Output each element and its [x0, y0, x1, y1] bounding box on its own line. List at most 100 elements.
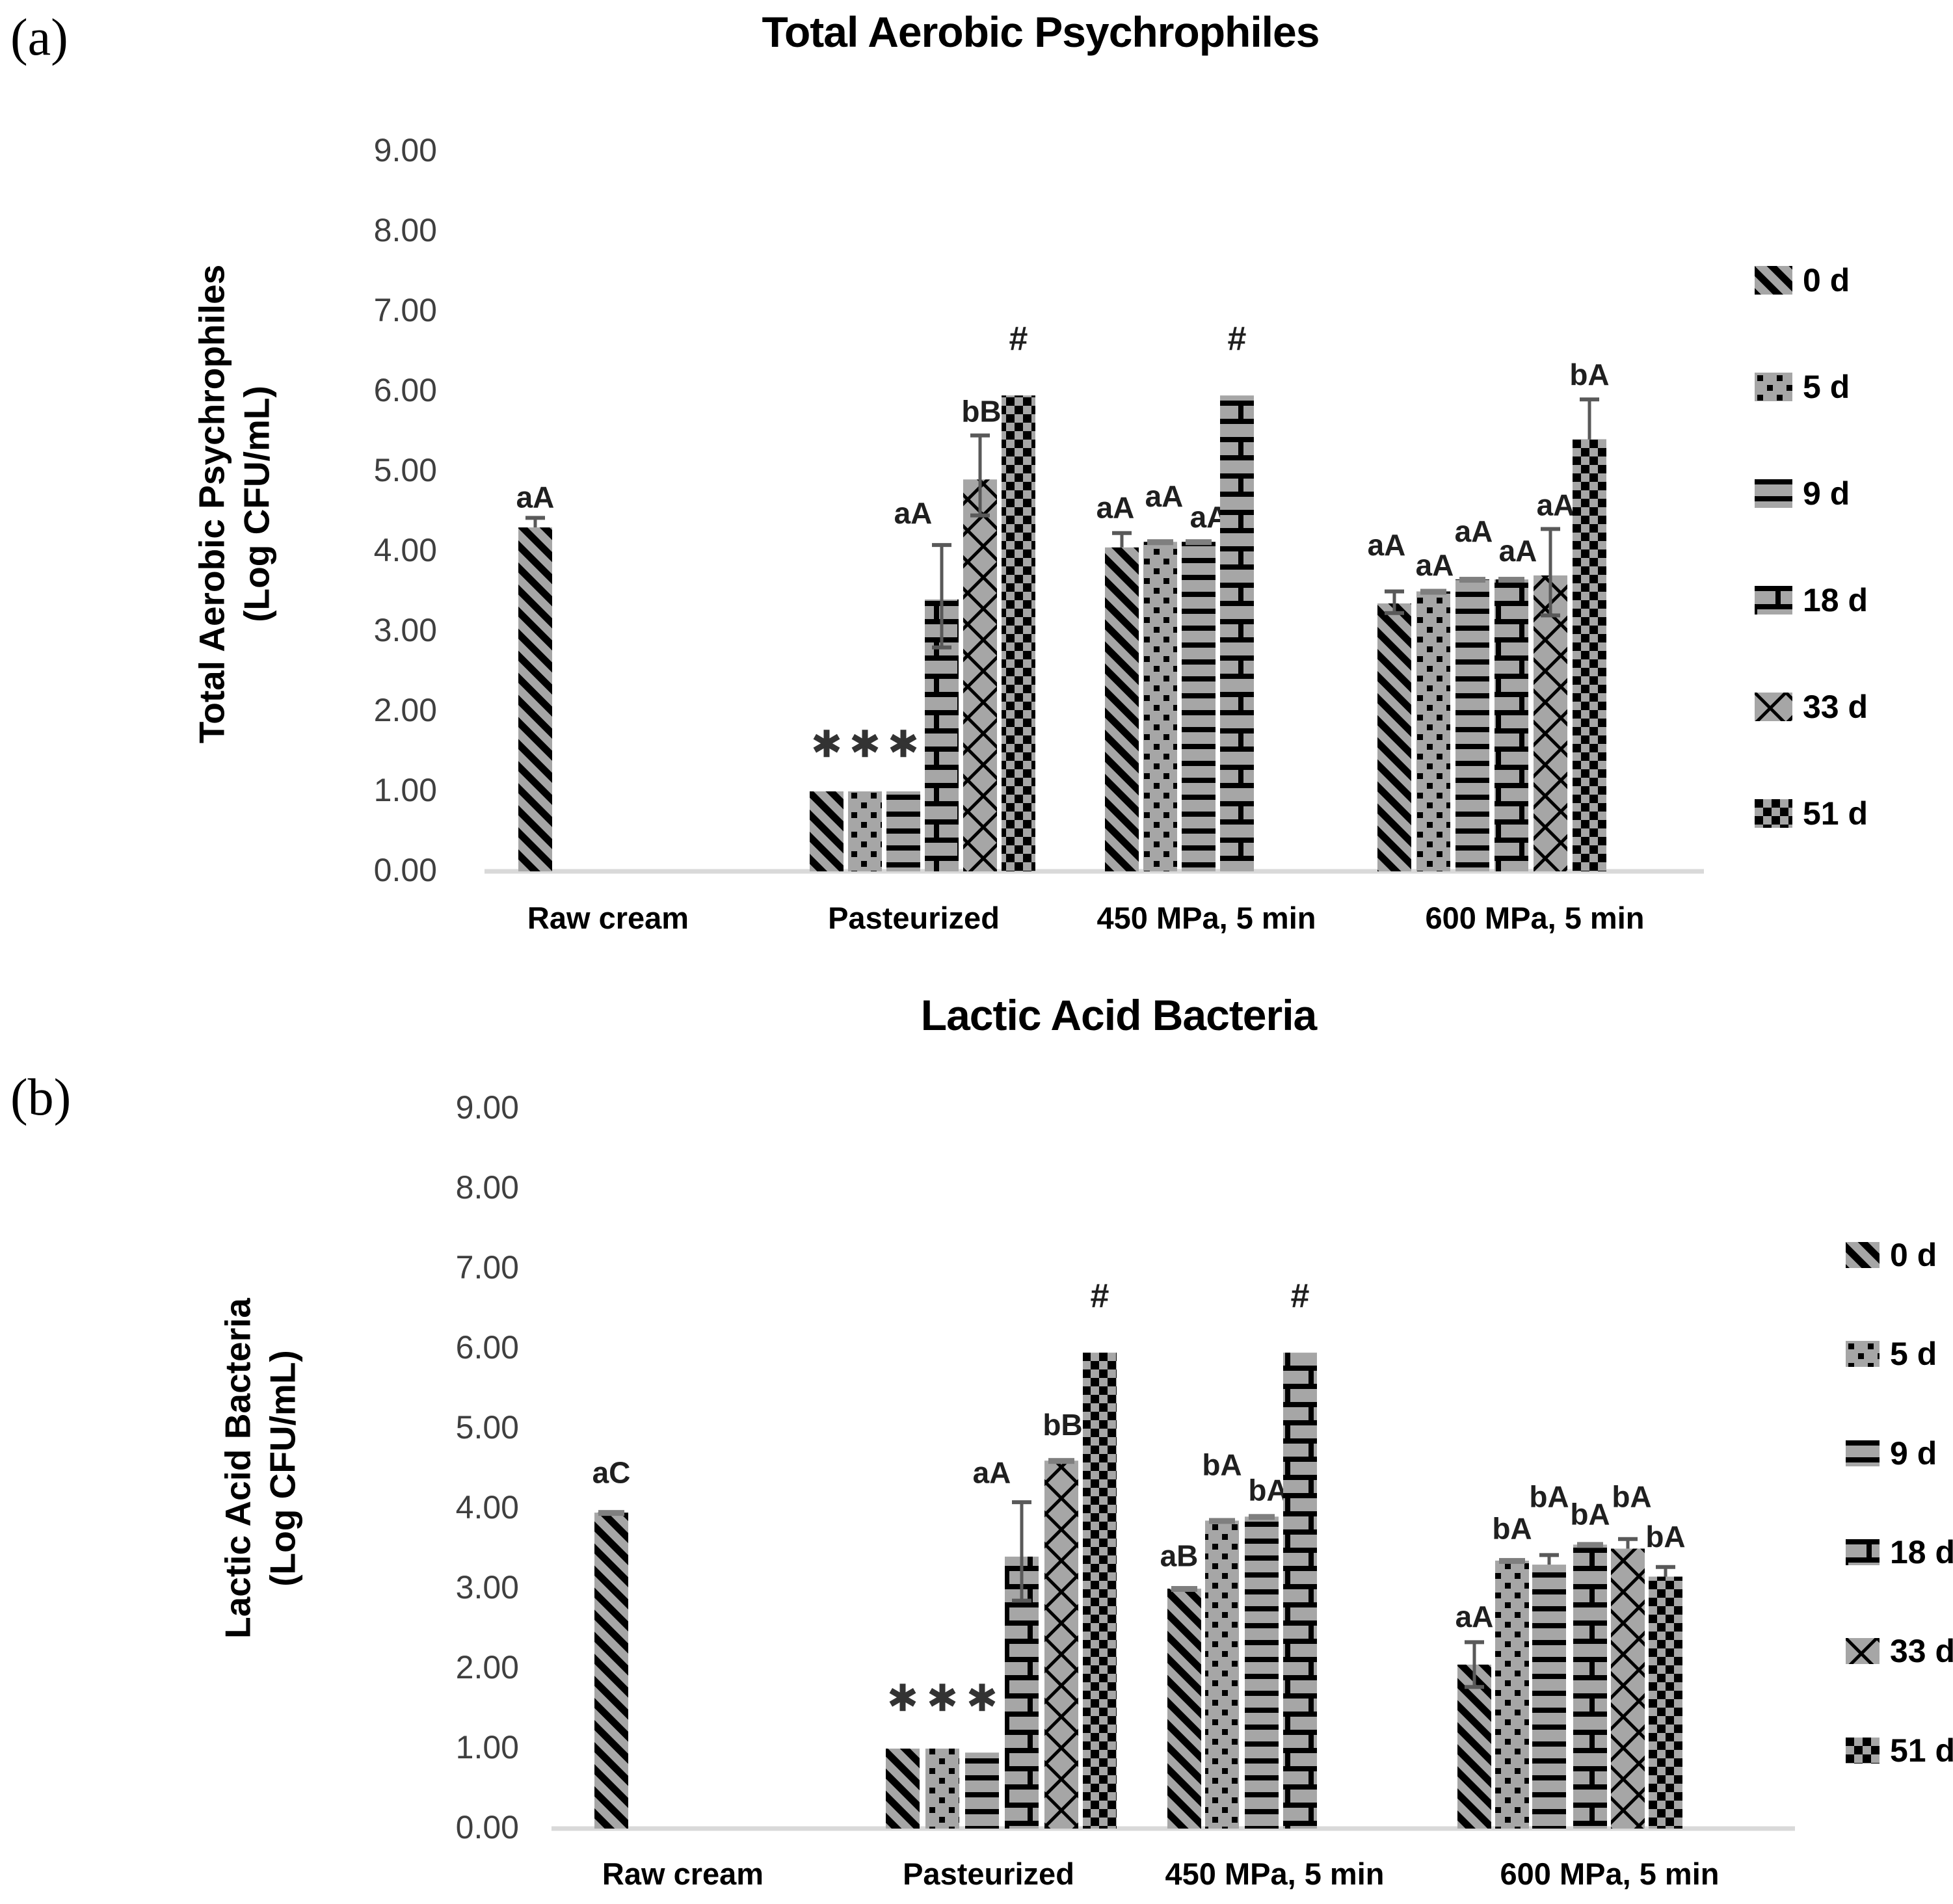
bar-51d [1002, 395, 1035, 871]
bar-annotation: aA [1096, 490, 1135, 524]
bar-9d [1182, 542, 1216, 871]
y-tick-label: 5.00 [373, 452, 437, 488]
legend-label: 33 d [1803, 689, 1868, 725]
bar-33d [963, 479, 997, 871]
bar-5d [1416, 591, 1450, 871]
bar-annotation: aA [973, 1456, 1011, 1490]
legend-label: 9 d [1890, 1435, 1937, 1472]
bar-annotation: # [1091, 1277, 1109, 1315]
bar-annotation: bA [1492, 1512, 1532, 1546]
legend-item: 0 d [1755, 264, 1850, 297]
legend-item: 33 d [1846, 1635, 1953, 1667]
panel-b-label: (b) [10, 1069, 72, 1126]
bar-18d [1495, 579, 1528, 871]
bar-cap [1171, 1586, 1197, 1592]
bar-annotation: aA [894, 496, 933, 530]
bar-annotation: # [1228, 320, 1247, 358]
legend-swatch-brick [1755, 586, 1792, 615]
bar-annotation: bA [1570, 1498, 1610, 1531]
bar-cap [1420, 588, 1446, 595]
bar-5d [1205, 1520, 1239, 1829]
bar-0d [1167, 1589, 1201, 1829]
y-tick-label: 1.00 [455, 1729, 519, 1765]
bar-5d [848, 791, 882, 871]
legend-label: 18 d [1890, 1534, 1953, 1570]
asterisk-spoke [929, 1687, 956, 1707]
asterisk-marker [813, 730, 840, 758]
bar-annotation: bA [1645, 1520, 1685, 1554]
panel-a-y-axis-title-line1: Total Aerobic Psychrophiles [191, 264, 232, 744]
bar-0d [594, 1513, 628, 1829]
bar-18d [1573, 1544, 1607, 1829]
bar-0d [1377, 603, 1411, 871]
bar-annotation: # [1009, 320, 1028, 358]
bar-5d [1495, 1560, 1529, 1829]
y-tick-label: 8.00 [455, 1169, 519, 1206]
y-tick-label: 6.00 [455, 1329, 519, 1366]
y-tick-label: 4.00 [373, 532, 437, 568]
asterisk-marker [851, 730, 879, 758]
legend-item: 0 d [1846, 1239, 1937, 1271]
y-tick-label: 1.00 [373, 772, 437, 808]
bar-9d [965, 1752, 999, 1829]
bar-annotation: bA [1202, 1448, 1242, 1481]
legend-item: 18 d [1846, 1536, 1953, 1568]
bar-cap [1499, 1557, 1525, 1564]
y-tick-label: 8.00 [373, 212, 437, 248]
bar-5d [1143, 542, 1177, 871]
asterisk-spoke [851, 734, 879, 753]
bar-annotation: aA [1455, 1600, 1494, 1633]
panel-b-y-axis-title-line2: (Log CFU/mL) [262, 1350, 302, 1587]
bar-cap [1459, 577, 1485, 583]
x-category-label: Pasteurized [903, 1857, 1074, 1891]
bar-0d [810, 791, 844, 871]
legend-item: 51 d [1755, 797, 1868, 830]
bar-18d [1220, 395, 1254, 871]
bar-annotation: aA [1499, 534, 1537, 568]
x-category-label: Raw cream [602, 1857, 764, 1891]
bar-annotation: bA [1612, 1480, 1651, 1514]
y-tick-label: 4.00 [455, 1489, 519, 1526]
legend-swatch-diagonal-stripes [1846, 1242, 1880, 1268]
y-tick-label: 9.00 [455, 1089, 519, 1126]
asterisk-marker [889, 1684, 916, 1712]
bar-annotation: bA [1248, 1474, 1288, 1507]
legend-item: 18 d [1755, 584, 1868, 616]
x-category-label: 600 MPa, 5 min [1425, 901, 1645, 935]
legend-swatch-diagonal-stripes [1755, 266, 1792, 295]
asterisk-spoke [889, 1687, 916, 1707]
bar-annotation: aA [1368, 528, 1406, 562]
y-tick-label: 3.00 [373, 612, 437, 648]
legend-label: 18 d [1803, 582, 1868, 618]
bar-5d [925, 1749, 959, 1829]
bar-cap [1498, 577, 1524, 583]
bar-cap [598, 1510, 624, 1516]
panel-b-y-axis-title-line1: Lactic Acid Bacteria [217, 1298, 258, 1639]
panel-b-title: Lactic Acid Bacteria [920, 991, 1317, 1039]
asterisk-spoke [968, 1687, 996, 1707]
y-tick-label: 2.00 [373, 692, 437, 728]
legend-swatch-diamond-lattice [1846, 1638, 1880, 1664]
bar-annotation: bB [961, 395, 1001, 429]
bar-9d [1455, 579, 1489, 871]
legend-label: 51 d [1803, 795, 1868, 832]
bar-annotation: bA [1569, 358, 1609, 391]
bar-annotation: aA [1416, 548, 1454, 582]
y-tick-label: 5.00 [455, 1409, 519, 1446]
legend-swatch-diamond-lattice [1755, 693, 1792, 721]
bar-annotation: bA [1529, 1480, 1569, 1514]
asterisk-marker [929, 1684, 956, 1712]
bar-annotation: aA [1455, 514, 1493, 548]
legend-item: 5 d [1846, 1338, 1937, 1370]
panel-a-title: Total Aerobic Psychrophiles [762, 8, 1320, 56]
legend-swatch-brick [1846, 1539, 1880, 1565]
y-tick-label: 7.00 [373, 292, 437, 328]
panel-a-y-axis-title: Total Aerobic Psychrophiles (Log CFU/mL) [189, 265, 279, 744]
panel-a-label: (a) [10, 9, 68, 66]
bar-cap [1209, 1518, 1235, 1524]
bar-annotation: aA [1145, 479, 1184, 513]
legend-item: 33 d [1755, 691, 1868, 723]
bar-9d [1245, 1516, 1279, 1829]
bar-33d [1534, 575, 1567, 871]
